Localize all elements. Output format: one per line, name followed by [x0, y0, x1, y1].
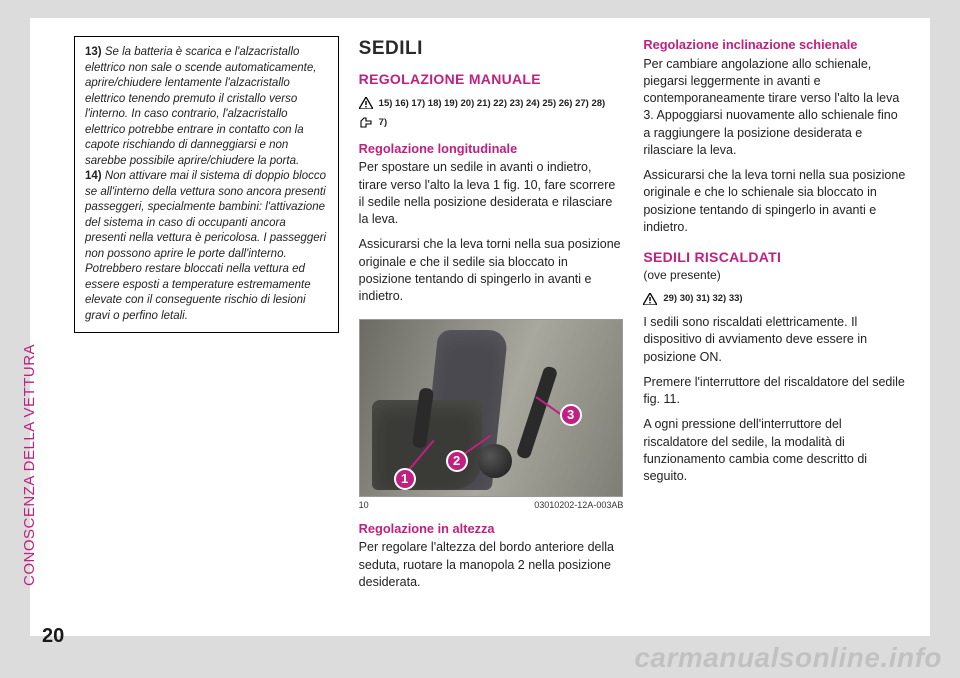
figure-number: 10 — [359, 499, 369, 511]
note-refs-line: 7) — [359, 116, 624, 129]
figure-10-caption: 10 03010202-12A-003AB — [359, 499, 624, 511]
heading-sedili: SEDILI — [359, 36, 624, 62]
warning-refs-2: 29) 30) 31) 32) 33) — [663, 292, 742, 305]
knob-2-shape — [478, 444, 512, 478]
para-long-2: Assicurarsi che la leva torni nella sua … — [359, 236, 624, 305]
column-3: Regolazione inclinazione schienale Per c… — [643, 36, 908, 624]
warn-num-14: 14) — [85, 170, 102, 182]
warning-triangle-icon — [643, 293, 657, 305]
figure-10-image: 1 2 3 — [359, 319, 624, 497]
callout-3: 3 — [560, 404, 582, 426]
warn-text-13: Se la batteria è scarica e l'alzacristal… — [85, 46, 316, 167]
column-2: SEDILI REGOLAZIONE MANUALE 15) 16) 17) 1… — [359, 36, 624, 624]
sub-ove-presente: (ove presente) — [643, 267, 908, 284]
callout-1: 1 — [394, 468, 416, 490]
warn-text-14: Non attivare mai il sistema di doppio bl… — [85, 170, 326, 322]
warning-box: 13) Se la batteria è scarica e l'alzacri… — [74, 36, 339, 333]
warn-num-13: 13) — [85, 46, 102, 58]
heading-sedili-riscaldati: SEDILI RISCALDATI — [643, 248, 908, 267]
manual-page: CONOSCENZA DELLA VETTURA 13) Se la batte… — [30, 18, 930, 636]
para-altezza: Per regolare l'altezza del bordo anterio… — [359, 539, 624, 591]
para-incl-2: Assicurarsi che la leva torni nella sua … — [643, 167, 908, 236]
note-hand-icon — [359, 116, 373, 128]
figure-10: 1 2 3 10 03010202-12A-003AB — [359, 319, 624, 511]
warning-triangle-icon — [359, 97, 373, 109]
heading-altezza: Regolazione in altezza — [359, 520, 624, 538]
warning-refs-line-2: 29) 30) 31) 32) 33) — [643, 292, 908, 305]
figure-code: 03010202-12A-003AB — [534, 499, 623, 511]
para-risc-3: A ogni pressione dell'interruttore del r… — [643, 416, 908, 485]
para-risc-2: Premere l'interruttore del riscaldatore … — [643, 374, 908, 409]
heading-regolazione-manuale: REGOLAZIONE MANUALE — [359, 70, 624, 89]
para-risc-1: I sedili sono riscaldati elettricamente.… — [643, 314, 908, 366]
left-margin: CONOSCENZA DELLA VETTURA — [30, 18, 66, 636]
para-incl-1: Per cambiare angolazione allo schienale,… — [643, 56, 908, 160]
note-refs: 7) — [379, 116, 387, 129]
warning-refs-line: 15) 16) 17) 18) 19) 20) 21) 22) 23) 24) … — [359, 97, 624, 110]
warning-refs: 15) 16) 17) 18) 19) 20) 21) 22) 23) 24) … — [379, 97, 606, 110]
section-tab: CONOSCENZA DELLA VETTURA — [21, 344, 38, 586]
content-columns: 13) Se la batteria è scarica e l'alzacri… — [66, 18, 930, 636]
column-1: 13) Se la batteria è scarica e l'alzacri… — [74, 36, 339, 624]
watermark: carmanualsonline.info — [634, 642, 942, 674]
page-number: 20 — [42, 625, 64, 648]
heading-longitudinale: Regolazione longitudinale — [359, 140, 624, 158]
callout-2: 2 — [446, 450, 468, 472]
heading-inclinazione: Regolazione inclinazione schienale — [643, 36, 908, 54]
lever-3-shape — [515, 366, 558, 461]
para-long-1: Per spostare un sedile in avanti o indie… — [359, 159, 624, 228]
